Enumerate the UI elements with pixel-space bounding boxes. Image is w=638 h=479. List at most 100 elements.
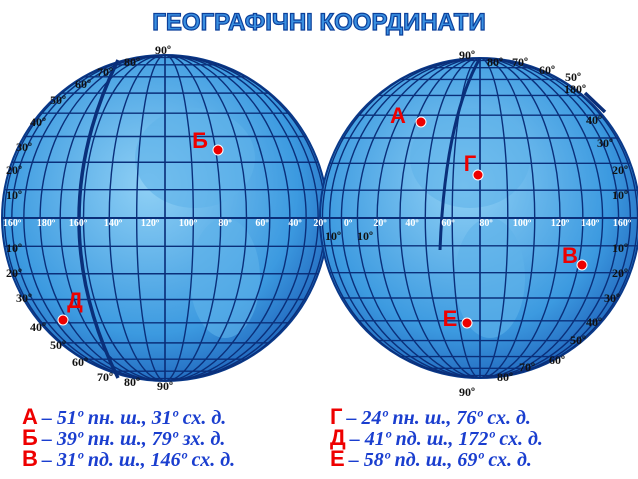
land bbox=[135, 108, 255, 208]
legend-row: Б – 39º пн. ш., 79º зх. д. bbox=[22, 425, 225, 450]
point-label: А bbox=[390, 103, 406, 128]
point-dot bbox=[212, 144, 224, 156]
degree-label: 20º bbox=[313, 218, 327, 229]
degree-label: 40º bbox=[586, 315, 602, 329]
degree-label: 100º bbox=[179, 218, 198, 229]
degree-label: 20º bbox=[373, 218, 387, 229]
legend-row: Д – 41º пд. ш., 172º сх. д. bbox=[330, 425, 543, 450]
highlight-meridian bbox=[583, 91, 607, 114]
degree-label: 50º bbox=[565, 70, 581, 84]
legend-letter: В bbox=[22, 446, 38, 471]
legend-row: А – 51º пн. ш., 31º сх. д. bbox=[22, 404, 226, 429]
meridian bbox=[135, 55, 195, 381]
meridian bbox=[399, 58, 561, 378]
point-dot bbox=[461, 317, 473, 329]
degree-label: 20º bbox=[6, 163, 22, 177]
point-label: Б bbox=[192, 128, 208, 153]
meridian bbox=[11, 55, 319, 381]
legend-letter: А bbox=[22, 404, 38, 429]
degree-label: 120º bbox=[551, 218, 570, 229]
meridian bbox=[356, 58, 604, 378]
degree-label: 90º bbox=[157, 379, 173, 393]
legend-text: – 51º пн. ш., 31º сх. д. bbox=[41, 407, 226, 429]
legend-text: – 41º пд. ш., 172º сх. д. bbox=[349, 428, 543, 450]
degree-label: 140º bbox=[104, 218, 123, 229]
degree-label: 30º bbox=[16, 140, 32, 154]
legend-letter: Б bbox=[22, 425, 38, 450]
meridian bbox=[108, 55, 222, 381]
meridian bbox=[376, 58, 584, 378]
degree-label: 60º bbox=[72, 355, 88, 369]
degree-label: 40º bbox=[405, 218, 419, 229]
legend-letter: Д bbox=[330, 425, 346, 450]
meridian bbox=[451, 58, 509, 378]
degree-label: 100º bbox=[513, 218, 532, 229]
legend-letter: Е bbox=[330, 446, 345, 471]
degree-label: 50º bbox=[570, 333, 586, 347]
meridian bbox=[59, 55, 271, 381]
globes bbox=[1, 54, 638, 382]
legend-text: – 24º пн. ш., 76º сх. д. bbox=[345, 407, 530, 429]
degree-label: 40º bbox=[30, 320, 46, 334]
point-label: Е bbox=[443, 306, 458, 331]
degree-label: 90º bbox=[459, 48, 475, 62]
land bbox=[410, 108, 530, 208]
degree-label: 60º bbox=[441, 218, 455, 229]
meridian bbox=[23, 55, 307, 381]
meridian bbox=[328, 58, 632, 378]
legend-text: – 58º пд. ш., 69º сх. д. bbox=[348, 449, 532, 471]
land bbox=[190, 218, 260, 338]
grid bbox=[2, 55, 328, 381]
degree-label: 10º bbox=[357, 229, 373, 243]
degree-label: 10º bbox=[6, 188, 22, 202]
degree-label: 40º bbox=[586, 113, 602, 127]
degree-label: 70º bbox=[97, 370, 113, 384]
degree-label: 60º bbox=[549, 353, 565, 367]
degree-label: 90º bbox=[155, 43, 171, 57]
point-label: Г bbox=[464, 151, 477, 176]
legend-row: Г – 24º пн. ш., 76º сх. д. bbox=[330, 404, 531, 429]
degree-label: 180º bbox=[37, 218, 56, 229]
degree-label: 40º bbox=[30, 115, 46, 129]
degree-label: 70º bbox=[512, 55, 528, 69]
point-dot bbox=[576, 259, 588, 271]
degree-label: 90º bbox=[459, 385, 475, 399]
degree-label: 10º bbox=[612, 241, 628, 255]
legend-row: Е – 58º пд. ш., 69º сх. д. bbox=[330, 446, 532, 471]
degree-label: 20º bbox=[6, 266, 22, 280]
degree-label: 120º bbox=[141, 218, 160, 229]
legend-letter: Г bbox=[330, 404, 343, 429]
degree-label: 80º bbox=[497, 370, 513, 384]
degree-label: 20º bbox=[612, 266, 628, 280]
degree-label: 0º bbox=[344, 218, 353, 229]
meridian bbox=[340, 58, 620, 378]
degree-label: 60º bbox=[539, 63, 555, 77]
point-label: В bbox=[562, 243, 578, 268]
degree-label: 30º bbox=[597, 136, 613, 150]
legend-row: В – 31º пд. ш., 146º сх. д. bbox=[22, 446, 235, 471]
legend-text: – 31º пд. ш., 146º сх. д. bbox=[41, 449, 235, 471]
degree-label: 30º bbox=[604, 291, 620, 305]
degree-label: 20º bbox=[612, 163, 628, 177]
degree-label: 160º bbox=[3, 218, 22, 229]
degree-label: 80º bbox=[124, 375, 140, 389]
degree-label: 50º bbox=[50, 93, 66, 107]
title: ГЕОГРАФІЧНІ КООРДИНАТИ bbox=[152, 9, 485, 36]
point-dot bbox=[415, 116, 427, 128]
degree-label: 70º bbox=[519, 360, 535, 374]
meridian bbox=[424, 58, 536, 378]
meridian bbox=[39, 55, 291, 381]
degree-label: 160º bbox=[69, 218, 88, 229]
degree-label: 70º bbox=[97, 65, 113, 79]
degree-label: 10º bbox=[325, 229, 341, 243]
degree-label: 140º bbox=[581, 218, 600, 229]
degree-label: 60º bbox=[255, 218, 269, 229]
point-dot bbox=[472, 169, 484, 181]
degree-label: 180º bbox=[564, 82, 586, 96]
highlight-meridian bbox=[438, 57, 482, 251]
point-dot bbox=[57, 314, 69, 326]
degree-label: 10º bbox=[6, 241, 22, 255]
degree-label: 80º bbox=[479, 218, 493, 229]
degree-label: 160º bbox=[613, 218, 632, 229]
